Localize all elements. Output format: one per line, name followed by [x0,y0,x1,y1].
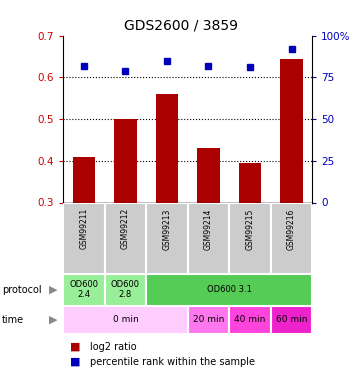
Text: GSM99216: GSM99216 [287,208,296,250]
Text: 20 min: 20 min [193,315,224,324]
Bar [105,202,146,274]
Text: percentile rank within the sample: percentile rank within the sample [90,357,255,367]
Bar [63,202,105,274]
Text: OD600
2.8: OD600 2.8 [111,280,140,299]
Bar [239,163,261,202]
Bar [271,202,312,274]
Text: GSM99215: GSM99215 [245,208,255,250]
Bar [63,306,188,334]
Bar [188,306,229,334]
Bar [229,202,271,274]
Bar [197,148,220,202]
Bar [229,306,271,334]
Text: log2 ratio: log2 ratio [90,342,137,352]
Bar [73,157,95,203]
Text: OD600
2.4: OD600 2.4 [69,280,99,299]
Bar [188,202,229,274]
Text: ▶: ▶ [49,285,58,295]
Text: 40 min: 40 min [234,315,266,324]
Text: OD600 3.1: OD600 3.1 [207,285,252,294]
Text: time: time [2,315,24,325]
Bar [114,119,137,202]
Text: protocol: protocol [2,285,42,295]
Bar [280,58,303,202]
Bar [146,274,312,306]
Bar [156,94,178,202]
Text: GSM99212: GSM99212 [121,208,130,249]
Text: GSM99211: GSM99211 [79,208,88,249]
Text: ■: ■ [70,342,81,352]
Text: GDS2600 / 3859: GDS2600 / 3859 [123,19,238,33]
Bar [271,306,312,334]
Bar [63,274,105,306]
Text: GSM99214: GSM99214 [204,208,213,250]
Text: ■: ■ [70,357,81,367]
Text: 60 min: 60 min [276,315,307,324]
Text: 0 min: 0 min [113,315,138,324]
Bar [105,274,146,306]
Text: GSM99213: GSM99213 [162,208,171,250]
Text: ▶: ▶ [49,315,58,325]
Bar [146,202,188,274]
